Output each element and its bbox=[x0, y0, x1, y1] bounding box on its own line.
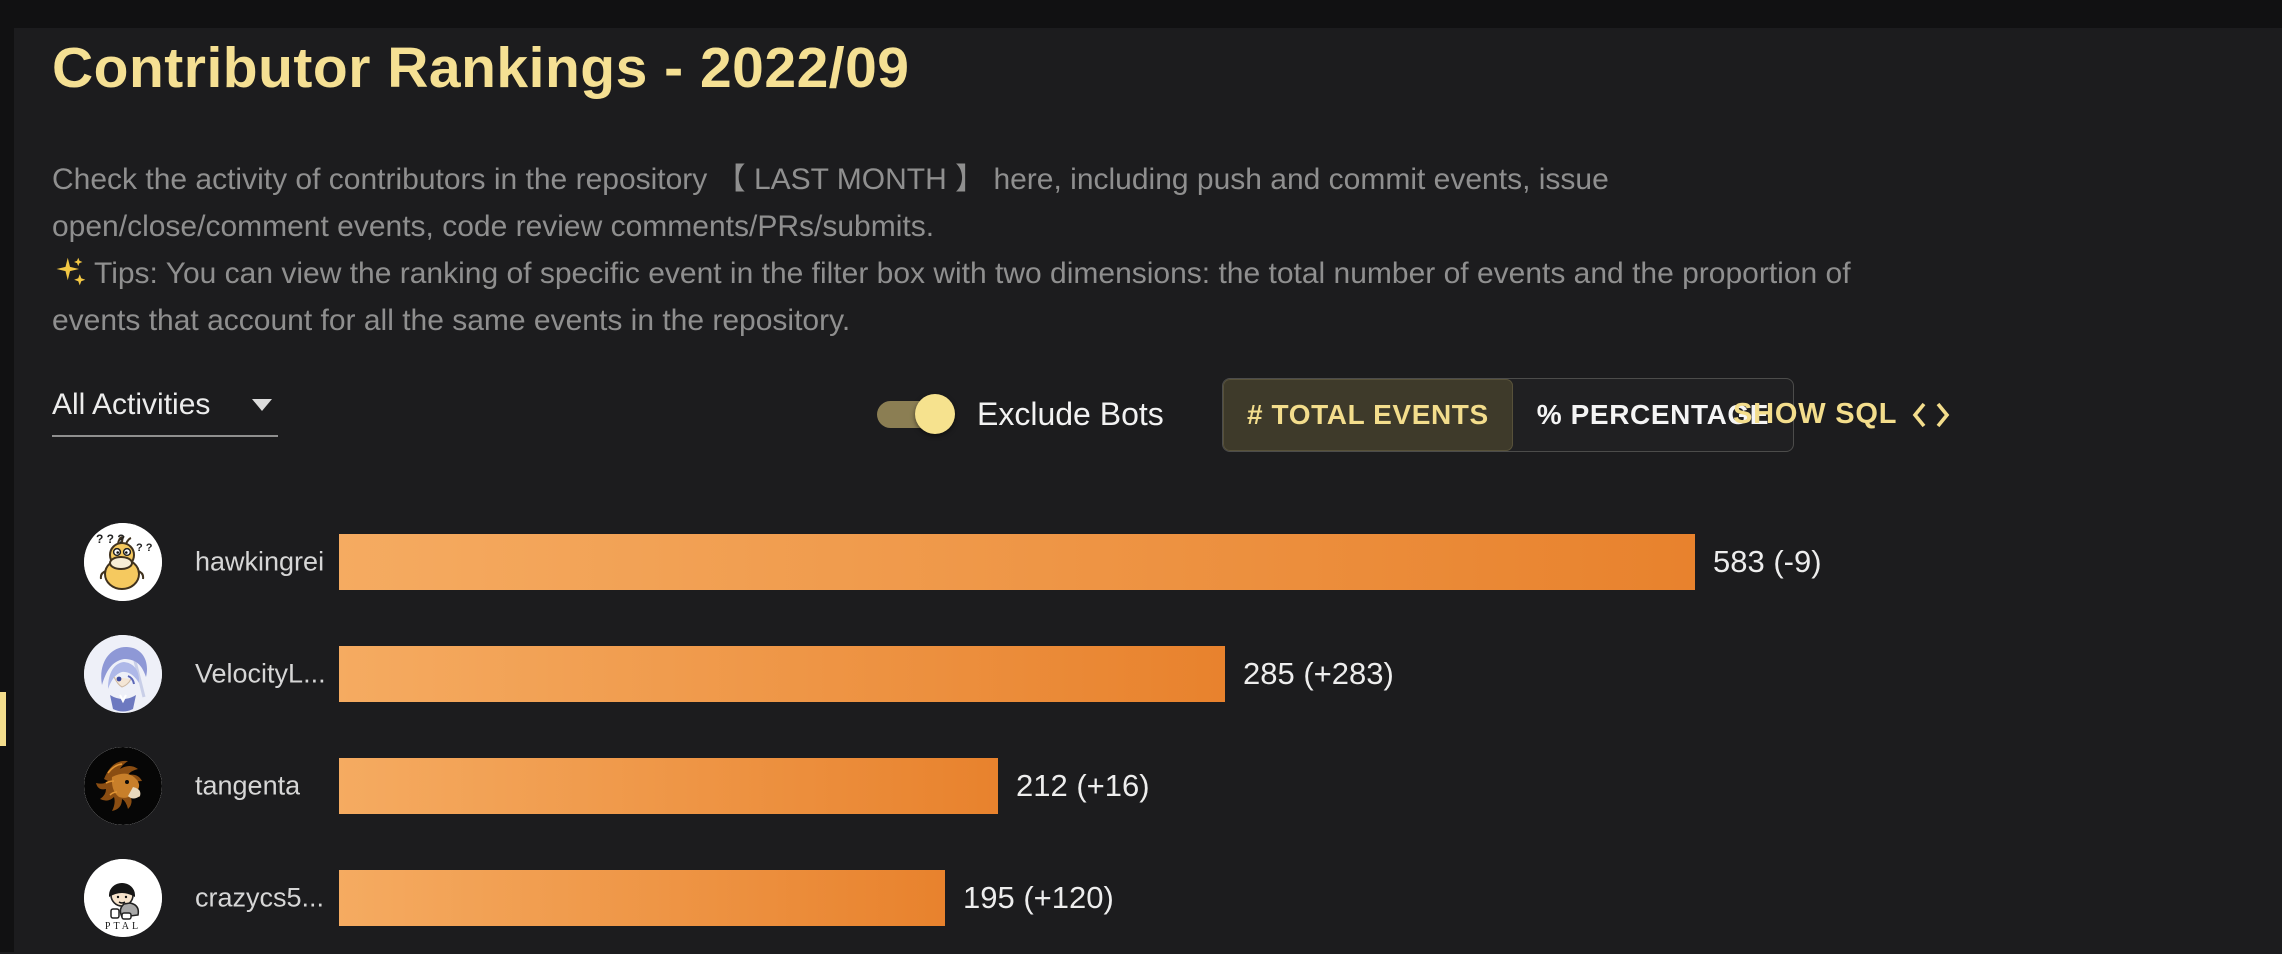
bar bbox=[339, 758, 998, 814]
ptal-kid-avatar[interactable]: PTAL bbox=[84, 859, 162, 937]
svg-text:PTAL: PTAL bbox=[105, 921, 141, 932]
contributor-name: VelocityL... bbox=[195, 658, 326, 689]
contributor-row: tangenta 212 (+16) bbox=[0, 730, 2282, 842]
anime-boy-avatar[interactable] bbox=[84, 635, 162, 713]
exclude-bots-label: Exclude Bots bbox=[977, 395, 1164, 432]
bar bbox=[339, 870, 945, 926]
percentage-button[interactable]: % PERCENTAGE bbox=[1513, 379, 1793, 451]
contributor-name: hawkingrei bbox=[195, 546, 325, 577]
bar-area: 195 (+120) bbox=[339, 870, 2279, 926]
contributor-name: tangenta bbox=[195, 770, 301, 801]
exclude-bots-switch[interactable] bbox=[877, 394, 955, 434]
switch-thumb bbox=[915, 394, 955, 434]
activity-filter-select[interactable]: All Activities bbox=[52, 388, 278, 437]
bar bbox=[339, 646, 1225, 702]
tips-text: Tips: You can view the ranking of specif… bbox=[52, 250, 1892, 344]
scroll-indicator[interactable] bbox=[0, 692, 6, 746]
bar-area: 583 (-9) bbox=[339, 534, 2279, 590]
total-events-button[interactable]: # TOTAL EVENTS bbox=[1223, 379, 1513, 451]
bar bbox=[339, 534, 1695, 590]
description-block: Check the activity of contributors in th… bbox=[52, 156, 1892, 344]
lion-avatar[interactable] bbox=[84, 747, 162, 825]
bar-area: 212 (+16) bbox=[339, 758, 2279, 814]
activity-filter-value: All Activities bbox=[52, 388, 211, 421]
exclude-bots-control: Exclude Bots bbox=[877, 394, 1164, 434]
show-sql-button[interactable]: SHOW SQL bbox=[1733, 398, 1951, 431]
contributor-row: PTAL crazycs5... 195 (+120) bbox=[0, 842, 2282, 954]
contributor-bar-chart: ? ? ? ? ? hawkingrei 583 (-9) VelocityL.… bbox=[0, 506, 2282, 954]
bar-value-label: 212 (+16) bbox=[1016, 768, 1150, 803]
bar-value-label: 195 (+120) bbox=[963, 880, 1114, 915]
caret-down-icon bbox=[252, 399, 272, 411]
sparkles-icon bbox=[52, 254, 88, 290]
bar-area: 285 (+283) bbox=[339, 646, 2279, 702]
contributor-row: ? ? ? ? ? hawkingrei 583 (-9) bbox=[0, 506, 2282, 618]
contributor-row: VelocityL... 285 (+283) bbox=[0, 618, 2282, 730]
psyduck-avatar[interactable]: ? ? ? ? ? bbox=[84, 523, 162, 601]
description-text: Check the activity of contributors in th… bbox=[52, 163, 1609, 243]
tips-label: Tips: You can view the ranking of specif… bbox=[52, 257, 1851, 337]
window-edge-top bbox=[0, 0, 2282, 28]
show-sql-label: SHOW SQL bbox=[1733, 398, 1898, 430]
bar-value-label: 583 (-9) bbox=[1713, 544, 1822, 579]
metric-toggle-group: # TOTAL EVENTS % PERCENTAGE bbox=[1222, 378, 1795, 452]
svg-text:? ?: ? ? bbox=[136, 542, 153, 554]
contributor-name: crazycs5... bbox=[195, 882, 325, 913]
page-title: Contributor Rankings - 2022/09 bbox=[52, 36, 910, 100]
bar-value-label: 285 (+283) bbox=[1243, 656, 1394, 691]
code-icon bbox=[1912, 402, 1950, 427]
svg-text:? ? ?: ? ? ? bbox=[96, 532, 125, 546]
